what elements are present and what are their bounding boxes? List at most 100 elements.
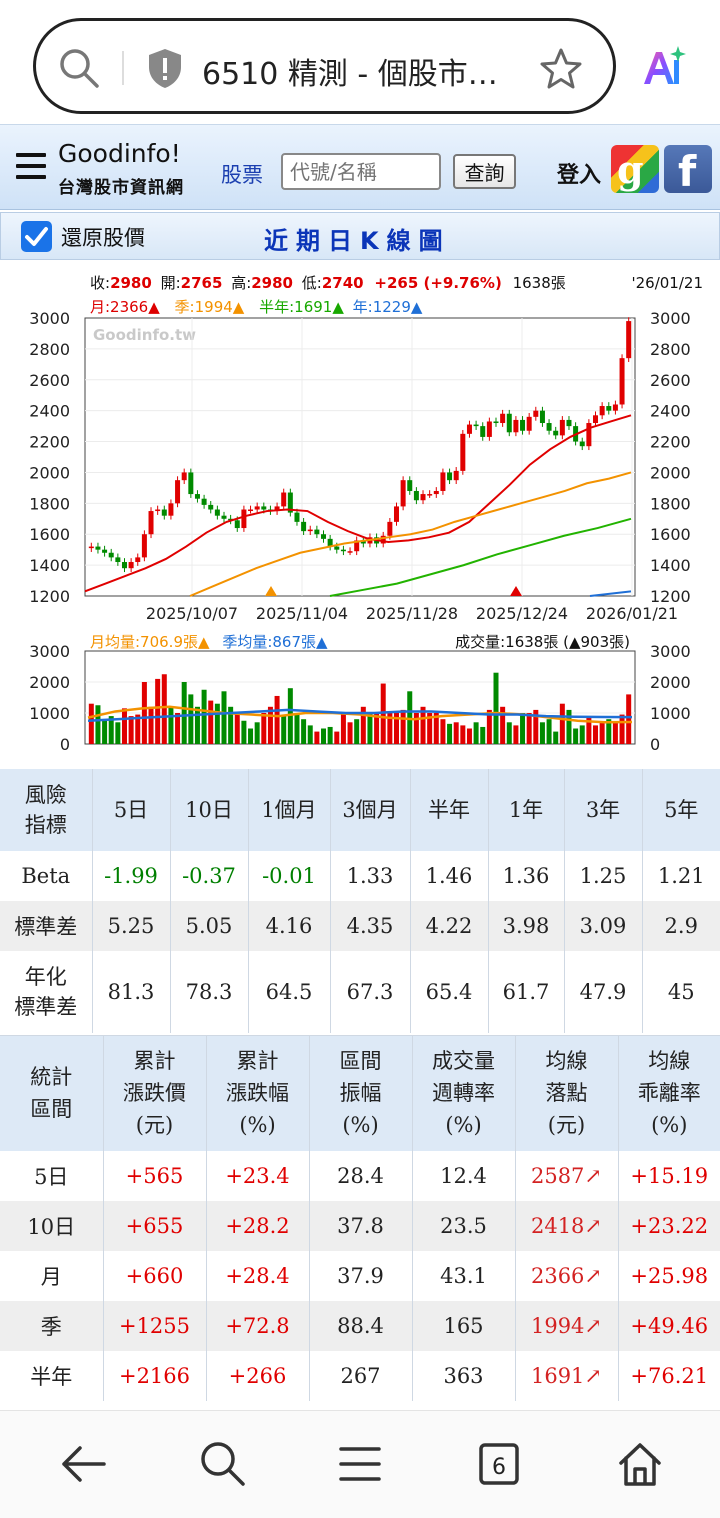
- volume-bars: [88, 672, 632, 744]
- volume-bar: [314, 731, 320, 744]
- hamburger-menu-icon[interactable]: [16, 153, 46, 179]
- season-marker-icon: [265, 586, 277, 596]
- price-y-tick-left: 2000: [29, 463, 70, 482]
- volume-bar: [221, 691, 227, 744]
- price-y-ticks: 1200 1200 1400 1400 1600 1600 1800 1800 2000 2000…: [29, 309, 690, 606]
- candle-body: [520, 419, 526, 431]
- ma-half-legend: 半年:1691▲: [259, 298, 344, 316]
- ai-icon[interactable]: [640, 44, 686, 90]
- risk-cell: 5.05: [170, 901, 249, 951]
- bottom-navigation: 6: [0, 1410, 720, 1518]
- candle-body: [427, 494, 433, 496]
- nav-stock-link[interactable]: 股票: [221, 163, 263, 187]
- star-icon[interactable]: [539, 47, 583, 91]
- volume-ma-lines: [87, 705, 633, 724]
- ma-line: [329, 517, 632, 597]
- risk-cell: 3.09: [564, 901, 643, 951]
- back-arrow-icon[interactable]: [58, 1439, 108, 1489]
- candle-body: [400, 480, 406, 507]
- menu-icon[interactable]: [337, 1439, 383, 1489]
- stat-header-cell: 區間 振幅 (%): [309, 1035, 413, 1151]
- volume-bar: [334, 731, 340, 744]
- risk-cell: 45: [667, 980, 695, 1004]
- candle-body: [95, 546, 101, 550]
- volume-value: 1638張: [513, 274, 566, 292]
- tabs-icon[interactable]: 6: [476, 1439, 522, 1489]
- volume-bar: [175, 713, 181, 744]
- candle-body: [148, 511, 154, 535]
- logo-subtitle[interactable]: 台灣股市資訊網: [58, 178, 184, 198]
- candle-body: [281, 492, 287, 507]
- volume-bar: [354, 719, 360, 744]
- restore-price-checkbox[interactable]: [21, 221, 52, 252]
- candle-body: [261, 506, 267, 510]
- volume-bar: [287, 688, 293, 744]
- search-icon[interactable]: [58, 47, 100, 89]
- candle-body: [121, 562, 127, 569]
- volume-bar: [466, 728, 472, 744]
- volume-bar: [128, 716, 134, 744]
- volume-ma-line: [87, 708, 633, 722]
- volume-bar: [480, 726, 486, 744]
- logo-title[interactable]: Goodinfo!: [58, 139, 181, 168]
- restore-price-label[interactable]: 還原股價: [61, 226, 145, 250]
- candle-body: [440, 472, 446, 491]
- stat-row: 半年 +2166 +266 267 363 1691↗ +76.21: [0, 1350, 720, 1401]
- chart-title: 近期日K線圖: [264, 227, 451, 255]
- stat-cell: 2418↗: [515, 1200, 619, 1251]
- volume-bar: [95, 705, 101, 744]
- candle-body: [221, 515, 227, 519]
- volume-bar: [526, 713, 532, 744]
- shield-icon[interactable]: [146, 47, 184, 89]
- ma-line: [189, 471, 632, 597]
- home-icon[interactable]: [615, 1439, 665, 1489]
- query-button[interactable]: 查詢: [453, 154, 516, 189]
- risk-cell: 1.36: [488, 851, 565, 901]
- stock-code-input[interactable]: [281, 153, 441, 190]
- volume-bar: [367, 713, 373, 744]
- volume-bar: [513, 725, 519, 744]
- url-text[interactable]: 6510 精測 - 個股市…: [202, 57, 498, 92]
- candle-body: [327, 538, 333, 547]
- login-link[interactable]: 登入: [557, 163, 602, 188]
- candle-body: [500, 413, 506, 424]
- candle-body: [480, 426, 486, 437]
- volume-bar: [168, 706, 174, 744]
- volume-bar: [460, 725, 466, 744]
- search-icon[interactable]: [198, 1439, 248, 1489]
- stat-header-cell: 統計 區間: [0, 1035, 104, 1151]
- address-bar[interactable]: 6510 精測 - 個股市…: [33, 18, 616, 114]
- month-marker-icon: [510, 586, 522, 596]
- volume-bar: [433, 713, 439, 744]
- risk-cell: 47.9: [564, 951, 643, 1033]
- price-y-tick-right: 2200: [650, 433, 691, 452]
- google-login-icon[interactable]: g: [611, 145, 659, 193]
- volume-bar: [241, 720, 247, 744]
- volume-bar: [234, 713, 240, 744]
- candle-body: [228, 518, 234, 521]
- candle-body: [559, 419, 565, 436]
- candle-body: [546, 423, 552, 431]
- candle-body: [493, 421, 499, 424]
- candle-body: [413, 490, 419, 501]
- stat-cell: 267: [309, 1350, 413, 1401]
- price-x-tick-label: 2025/11/28: [366, 604, 458, 623]
- price-grid: [85, 318, 635, 596]
- candle-body: [486, 421, 492, 437]
- volume-month-legend: 月均量:706.9張▲: [90, 633, 210, 651]
- stat-cell: 1994↗: [515, 1300, 619, 1351]
- facebook-login-icon[interactable]: f: [664, 145, 712, 193]
- tab-count: 6: [492, 1455, 506, 1480]
- chart-svg: 收:2980 開:2765 高:2980 低:2740 +265 (+9.76%…: [29, 274, 703, 754]
- stat-cell: +25.98: [630, 1263, 709, 1288]
- candle-body: [201, 498, 207, 505]
- price-y-tick-right: 2800: [650, 340, 691, 359]
- candle-body: [168, 503, 174, 516]
- candle-body: [234, 520, 240, 529]
- candle-body: [453, 470, 459, 481]
- candle-body: [181, 472, 187, 481]
- price-y-tick-left: 1800: [29, 494, 70, 513]
- volume-y-tick-left: 1000: [29, 704, 70, 723]
- risk-cell: 1.46: [410, 851, 489, 901]
- volume-bar: [593, 725, 599, 744]
